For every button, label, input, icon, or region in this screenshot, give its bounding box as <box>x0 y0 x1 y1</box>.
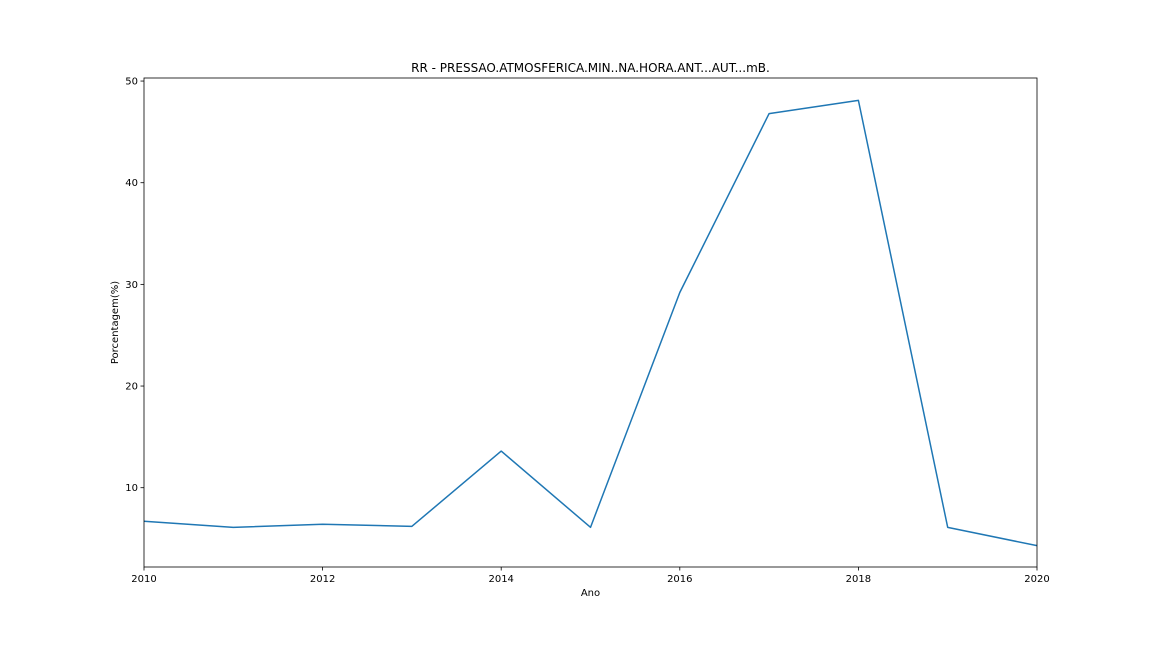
x-tick-label: 2012 <box>310 574 335 585</box>
y-tick-label: 20 <box>125 382 138 393</box>
y-axis: 10 20 30 40 50 <box>125 77 144 494</box>
x-axis: 2010 2012 2014 2016 2018 2020 <box>131 567 1050 585</box>
x-axis-label: Ano <box>581 588 600 599</box>
chart-title: RR - PRESSAO.ATMOSFERICA.MIN..NA.HORA.AN… <box>411 61 770 75</box>
x-tick-label: 2018 <box>846 574 871 585</box>
series-layer <box>143 99 1038 547</box>
plot-area-frame <box>143 77 1038 568</box>
x-tick-label: 2020 <box>1024 574 1049 585</box>
x-tick-label: 2014 <box>488 574 513 585</box>
y-axis-label: Porcentagem(%) <box>110 281 121 364</box>
x-tick-label: 2010 <box>131 574 156 585</box>
y-tick-label: 50 <box>125 77 138 88</box>
y-tick-label: 10 <box>125 483 138 494</box>
series-line-0 <box>143 99 1038 547</box>
y-tick-label: 40 <box>125 178 138 189</box>
x-tick-label: 2016 <box>667 574 692 585</box>
y-tick-label: 30 <box>125 280 138 291</box>
